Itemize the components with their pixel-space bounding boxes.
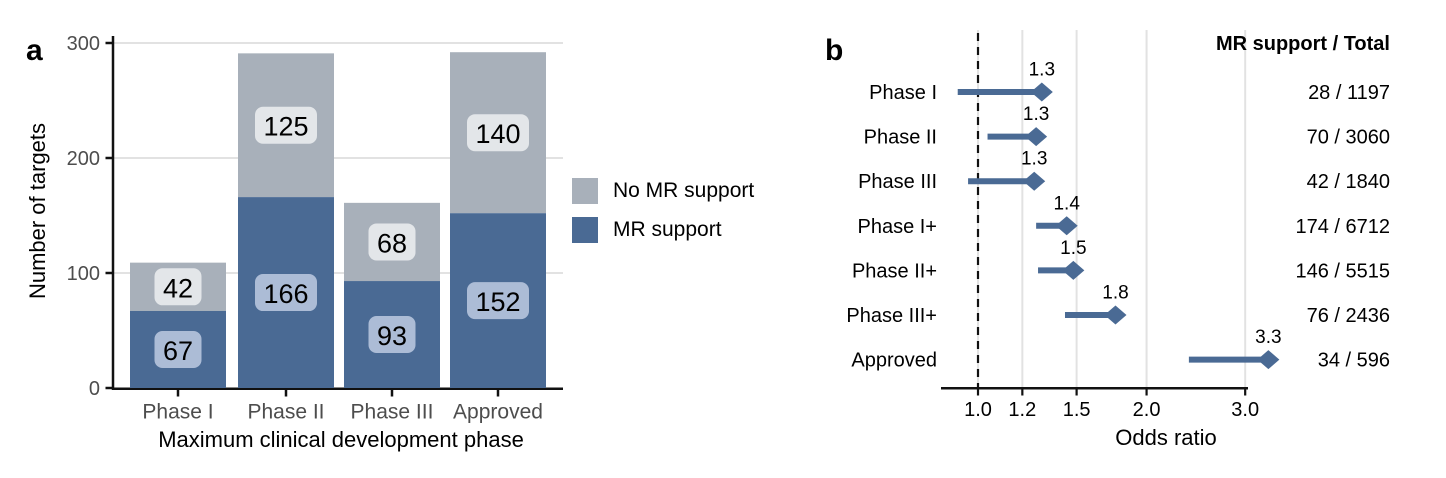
panel-b-x-tick-label-1.2: 1.2: [1008, 399, 1036, 421]
bar-value-label-bg: [255, 106, 317, 144]
panel-b-x-tick-label-1.0: 1.0: [964, 399, 992, 421]
panel-a-x-tick-label-phase-i: Phase I: [142, 401, 213, 424]
legend-swatch-no-mr-support: [572, 178, 598, 204]
legend: No MR support MR support: [572, 178, 754, 256]
panel-a-x-tick-label-phase-iii: Phase III: [351, 401, 434, 424]
forest-point-diamond-phase-i: [1030, 82, 1053, 102]
legend-entry-mr-support: MR support: [572, 217, 754, 243]
forest-point-diamond-approved: [1257, 350, 1280, 370]
forest-row-label-phase-ii: Phase II+: [852, 260, 937, 282]
forest-row-label-approved: Approved: [851, 350, 937, 372]
mr-support-total-header: MR support / Total: [1215, 33, 1390, 55]
bar-value-label-bg: [255, 274, 317, 312]
panel-a-y-tick-label-200: 200: [67, 148, 100, 170]
panel-a-y-tick-label-0: 0: [89, 378, 100, 400]
bar-value-label: 140: [475, 119, 520, 149]
forest-count-phase-ii: 70 / 3060: [1307, 127, 1390, 149]
panel-b-x-tick-label-1.5: 1.5: [1063, 399, 1091, 421]
forest-or-value-phase-ii: 1.3: [1023, 104, 1049, 125]
forest-point-diamond-phase-ii: [1025, 127, 1048, 147]
bar-value-label: 166: [263, 279, 308, 309]
bar-value-label-bg: [368, 316, 416, 354]
legend-entry-no-mr-support: No MR support: [572, 178, 754, 204]
forest-point-diamond-phase-iii: [1023, 171, 1046, 191]
forest-row-label-phase-iii: Phase III+: [846, 305, 937, 327]
bar-value-label-bg: [154, 330, 202, 368]
legend-swatch-mr-support: [572, 217, 598, 243]
panel-a-x-axis-title: Maximum clinical development phase: [158, 427, 524, 452]
bar-value-label-bg: [467, 114, 529, 152]
bar-value-label-bg: [154, 268, 202, 306]
forest-or-value-approved: 3.3: [1255, 327, 1281, 348]
panel-a-y-axis-title: Number of targets: [25, 122, 50, 300]
forest-or-value-phase-ii: 1.5: [1060, 238, 1086, 259]
forest-count-approved: 34 / 596: [1318, 350, 1390, 372]
panel-a-y-tick-label-100: 100: [67, 263, 100, 285]
forest-or-value-phase-iii: 1.3: [1021, 149, 1047, 170]
forest-row-label-phase-i: Phase I+: [857, 216, 937, 238]
forest-row-label-phase-iii: Phase III: [858, 171, 937, 193]
panel-a-x-tick-label-phase-ii: Phase II: [247, 401, 324, 424]
bar-value-label: 93: [377, 321, 407, 351]
forest-row-label-phase-ii: Phase II: [864, 127, 937, 149]
panel-b-x-tick-label-3.0: 3.0: [1231, 399, 1259, 421]
forest-row-label-phase-i: Phase I: [869, 82, 937, 104]
bar-value-label: 152: [475, 287, 520, 317]
bar-value-label-bg: [368, 223, 416, 261]
forest-count-phase-iii: 42 / 1840: [1307, 171, 1390, 193]
panel-b-x-axis-title: Odds ratio: [1115, 425, 1217, 450]
forest-count-phase-i: 28 / 1197: [1308, 82, 1390, 104]
forest-count-phase-iii: 76 / 2436: [1307, 305, 1390, 327]
bar-value-label: 125: [263, 112, 308, 142]
panel-a-x-tick-label-approved: Approved: [453, 401, 543, 424]
panel-b-x-tick-label-2.0: 2.0: [1133, 399, 1161, 421]
panel-a-letter: a: [26, 34, 43, 67]
panel-a-y-tick-label-300: 300: [67, 33, 100, 55]
legend-label-no-mr-support: No MR support: [613, 179, 755, 202]
forest-count-phase-ii: 146 / 5515: [1295, 260, 1390, 282]
bar-value-label-bg: [467, 282, 529, 320]
bar-value-label: 67: [163, 336, 193, 366]
forest-point-diamond-phase-ii: [1062, 260, 1085, 280]
forest-point-diamond-phase-i: [1055, 216, 1078, 236]
legend-label-mr-support: MR support: [613, 218, 722, 241]
bar-value-label: 42: [163, 273, 193, 303]
bar-value-label: 68: [377, 228, 407, 258]
forest-or-value-phase-i: 1.3: [1029, 60, 1055, 81]
forest-or-value-phase-i: 1.4: [1053, 193, 1080, 214]
forest-point-diamond-phase-iii: [1104, 305, 1127, 325]
forest-or-value-phase-iii: 1.8: [1102, 283, 1128, 304]
forest-count-phase-i: 174 / 6712: [1295, 216, 1390, 238]
panel-b-letter: b: [825, 34, 844, 67]
